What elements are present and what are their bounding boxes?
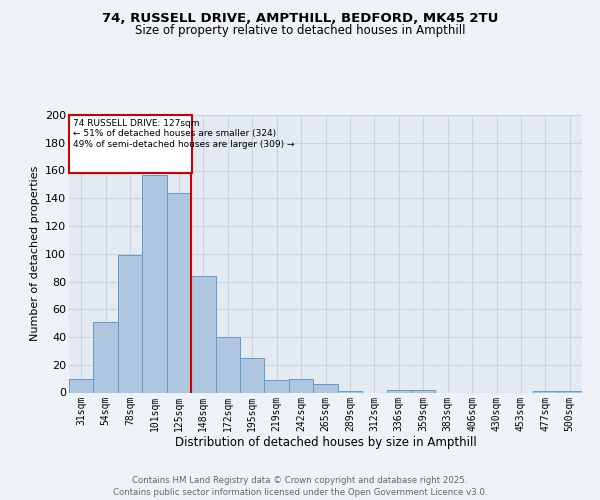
Bar	[142, 174, 167, 392]
Y-axis label: Number of detached properties: Number of detached properties	[29, 166, 40, 342]
Bar	[386, 390, 411, 392]
Bar	[557, 391, 582, 392]
Bar	[191, 276, 215, 392]
Bar	[215, 337, 240, 392]
Bar	[533, 391, 557, 392]
Bar	[265, 380, 289, 392]
Text: 74 RUSSELL DRIVE: 127sqm: 74 RUSSELL DRIVE: 127sqm	[73, 119, 199, 128]
X-axis label: Distribution of detached houses by size in Ampthill: Distribution of detached houses by size …	[175, 436, 476, 449]
Bar	[411, 390, 436, 392]
Bar	[69, 378, 94, 392]
Bar	[167, 192, 191, 392]
Bar	[338, 391, 362, 392]
Text: ← 51% of detached houses are smaller (324): ← 51% of detached houses are smaller (32…	[73, 129, 276, 138]
Text: Contains HM Land Registry data © Crown copyright and database right 2025.: Contains HM Land Registry data © Crown c…	[132, 476, 468, 485]
Text: Size of property relative to detached houses in Ampthill: Size of property relative to detached ho…	[135, 24, 465, 37]
Bar	[94, 322, 118, 392]
FancyBboxPatch shape	[69, 115, 193, 174]
Text: 49% of semi-detached houses are larger (309) →: 49% of semi-detached houses are larger (…	[73, 140, 294, 149]
Bar	[240, 358, 265, 392]
Text: 74, RUSSELL DRIVE, AMPTHILL, BEDFORD, MK45 2TU: 74, RUSSELL DRIVE, AMPTHILL, BEDFORD, MK…	[102, 12, 498, 26]
Bar	[118, 255, 142, 392]
Bar	[313, 384, 338, 392]
Bar	[289, 378, 313, 392]
Text: Contains public sector information licensed under the Open Government Licence v3: Contains public sector information licen…	[113, 488, 487, 497]
